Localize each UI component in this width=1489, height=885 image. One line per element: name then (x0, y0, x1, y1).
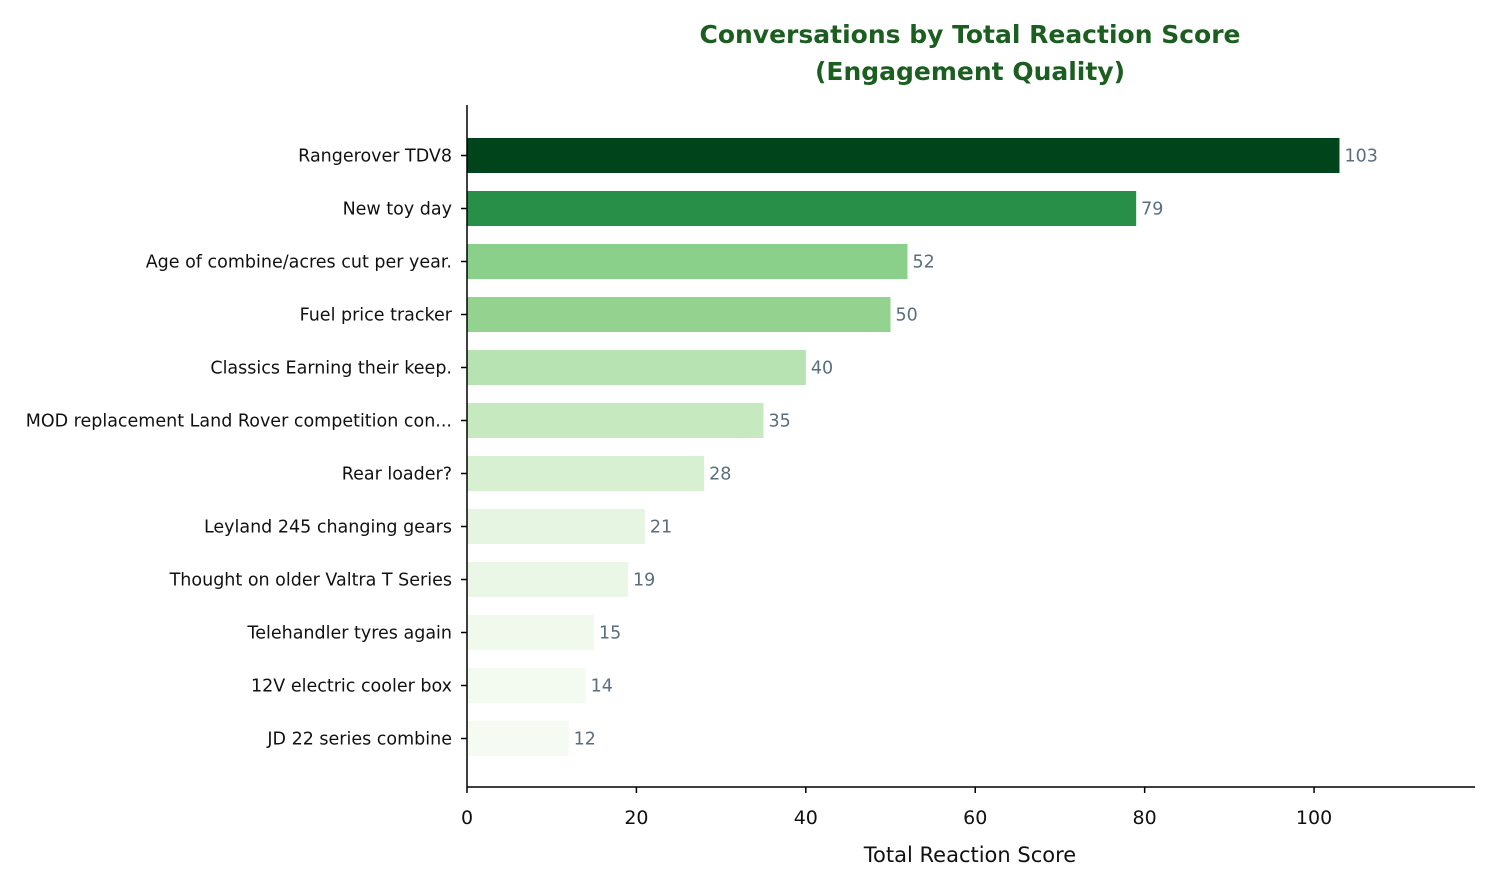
category-label: Leyland 245 changing gears (204, 518, 452, 538)
data-label: 12 (574, 730, 596, 750)
category-label: 12V electric cooler box (251, 677, 452, 697)
x-axis-title: Total Reaction Score (863, 843, 1076, 867)
bar (467, 350, 806, 385)
x-tick-label: 60 (963, 807, 987, 829)
category-label: New toy day (343, 200, 452, 220)
bar (467, 562, 628, 597)
bar (467, 244, 908, 279)
bar (467, 509, 645, 544)
x-tick-label: 100 (1296, 807, 1332, 829)
data-labels: 103 79 52 50 40 35 28 21 19 15 14 12 (574, 147, 1378, 750)
data-label: 35 (768, 412, 790, 432)
bar (467, 138, 1340, 173)
x-tick-label: 80 (1133, 807, 1157, 829)
data-label: 14 (591, 677, 613, 697)
category-label: Age of combine/acres cut per year. (146, 253, 452, 273)
bar (467, 615, 595, 650)
data-label: 52 (912, 253, 934, 273)
x-tick-label: 0 (461, 807, 473, 829)
data-label: 19 (633, 571, 655, 591)
x-tick-label: 40 (794, 807, 818, 829)
category-label: Rear loader? (342, 465, 452, 485)
category-label: JD 22 series combine (266, 730, 452, 750)
chart-title-line-2: (Engagement Quality) (815, 57, 1125, 86)
category-label: Telehandler tyres again (247, 624, 453, 644)
category-label: Classics Earning their keep. (210, 359, 452, 379)
data-label: 28 (709, 465, 731, 485)
x-tick-label: 20 (624, 807, 648, 829)
data-label: 21 (650, 518, 672, 538)
bar (467, 297, 891, 332)
bar (467, 456, 705, 491)
category-label: Fuel price tracker (300, 306, 453, 326)
bars (467, 138, 1340, 756)
category-label: MOD replacement Land Rover competition c… (26, 412, 452, 432)
data-label: 103 (1344, 147, 1377, 167)
category-labels: Rangerover TDV8 New toy day Age of combine… (26, 147, 453, 750)
bar (467, 403, 764, 438)
bar (467, 668, 586, 703)
data-label: 50 (896, 306, 918, 326)
chart-title: Conversations by Total Reaction Score (E… (699, 20, 1240, 86)
bar (467, 721, 569, 756)
data-label: 15 (599, 624, 621, 644)
data-label: 40 (811, 359, 833, 379)
chart-title-line-1: Conversations by Total Reaction Score (699, 20, 1240, 49)
data-label: 79 (1141, 200, 1163, 220)
bar (467, 191, 1137, 226)
category-label: Thought on older Valtra T Series (169, 571, 452, 591)
category-label: Rangerover TDV8 (298, 147, 452, 167)
axes: 0 20 40 60 80 100 (461, 105, 1475, 829)
